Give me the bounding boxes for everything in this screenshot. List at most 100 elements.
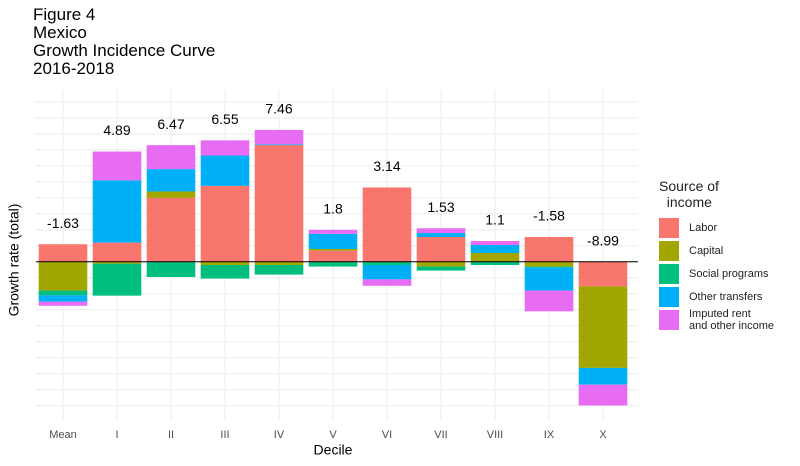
legend-item: Other transfers: [659, 285, 774, 308]
bar-segment: [308, 233, 358, 250]
title-line: Mexico: [33, 23, 87, 42]
bar-segment: [200, 185, 250, 262]
legend-label: Capital: [689, 244, 724, 257]
bar-segment: [578, 384, 628, 406]
title-line: Figure 4: [33, 5, 96, 24]
total-label: -8.99: [587, 232, 619, 248]
x-tick-label: X: [599, 429, 607, 441]
bar-segment: [200, 264, 250, 279]
total-label: 1.8: [323, 201, 343, 217]
legend-title: Source of income: [659, 178, 719, 210]
legend: Source of income Labor Capital Social prog…: [659, 178, 774, 332]
bar-segment: [416, 261, 466, 267]
bar-segment: [200, 155, 250, 186]
bar-segment: [92, 151, 142, 181]
bar-segment: [416, 233, 466, 238]
bar-segment: [92, 263, 142, 296]
total-label: 1.1: [485, 212, 505, 228]
x-tick-label: IV: [274, 429, 285, 441]
chart-title: Figure 4 Mexico Growth Incidence Curve 2016…: [33, 6, 215, 78]
total-label: 4.89: [103, 122, 130, 138]
bar-segment: [470, 241, 520, 246]
legend-key: [659, 309, 679, 330]
x-tick-label: VI: [382, 429, 392, 441]
legend-label: Imputed rent and other income: [689, 307, 774, 332]
bar-segment: [362, 279, 412, 286]
legend-key: [659, 286, 679, 307]
bar-segment: [254, 144, 304, 146]
bar-segment: [92, 242, 142, 262]
y-axis-label: Growth rate (total): [6, 204, 22, 317]
legend-item: Capital: [659, 239, 774, 262]
legend-label: Social programs: [689, 267, 769, 280]
bar-segment: [254, 264, 304, 275]
bar-segment: [524, 267, 574, 291]
bar-segment: [524, 266, 574, 268]
bar-segment: [38, 261, 88, 291]
bar-segment: [308, 229, 358, 234]
legend-label: Labor: [689, 221, 718, 234]
bar-segment: [416, 228, 466, 234]
bar-segment: [146, 145, 196, 170]
x-tick-label: Mean: [49, 429, 77, 441]
total-label: 6.55: [211, 111, 238, 127]
x-tick-label: VIII: [487, 429, 504, 441]
x-axis-label: Decile: [314, 442, 353, 458]
bar-segment: [254, 129, 304, 145]
bar-segment: [200, 140, 250, 156]
legend-item: Imputed rent and other income: [659, 307, 774, 332]
total-label: 3.14: [373, 158, 400, 174]
bar-segment: [578, 286, 628, 368]
bar-segment: [524, 290, 574, 312]
bar-segment: [254, 261, 304, 265]
bar-segment: [470, 261, 520, 265]
bar-segment: [524, 237, 574, 262]
bar-segment: [308, 250, 358, 262]
bar-segment: [362, 187, 412, 262]
bar-segment: [146, 169, 196, 192]
total-label: -1.58: [533, 208, 565, 224]
legend-label: Other transfers: [689, 290, 763, 303]
x-tick-label: VII: [434, 429, 447, 441]
legend-item: Social programs: [659, 262, 774, 285]
x-tick-label: IX: [544, 429, 555, 441]
total-label: -1.63: [47, 215, 79, 231]
bar-segment: [38, 301, 88, 306]
bar-segment: [146, 261, 196, 277]
legend-key: [659, 240, 679, 261]
bar-segment: [92, 261, 142, 264]
bar-segment: [200, 261, 250, 265]
bar-segment: [308, 261, 358, 267]
title-line: Growth Incidence Curve: [33, 41, 216, 60]
bar-segment: [524, 261, 574, 267]
bar-segment: [308, 249, 358, 251]
bar-segment: [38, 290, 88, 296]
bar-segment: [578, 261, 628, 287]
legend-item: Labor: [659, 216, 774, 239]
bar-segment: [578, 367, 628, 385]
bar-segment: [254, 145, 304, 262]
bar-segment: [416, 237, 466, 262]
legend-key: [659, 217, 679, 238]
bar-segment: [470, 245, 520, 254]
bar-segment: [38, 244, 88, 262]
bar-segment: [146, 197, 196, 262]
bar-segment: [38, 295, 88, 302]
x-tick-label: I: [115, 429, 118, 441]
bar-segment: [146, 191, 196, 198]
bar-segment: [362, 264, 412, 280]
total-label: 7.46: [265, 101, 292, 117]
bar-segment: [416, 266, 466, 271]
x-tick-label: V: [329, 429, 337, 441]
x-tick-label: II: [168, 429, 174, 441]
legend-key: [659, 263, 679, 284]
x-tick-label: III: [220, 429, 229, 441]
total-label: 6.47: [157, 116, 184, 132]
total-label: 1.53: [427, 199, 454, 215]
bar-segment: [92, 180, 142, 243]
title-line: 2016-2018: [33, 59, 115, 78]
bar-segment: [470, 253, 520, 262]
bar-segment: [362, 261, 412, 265]
